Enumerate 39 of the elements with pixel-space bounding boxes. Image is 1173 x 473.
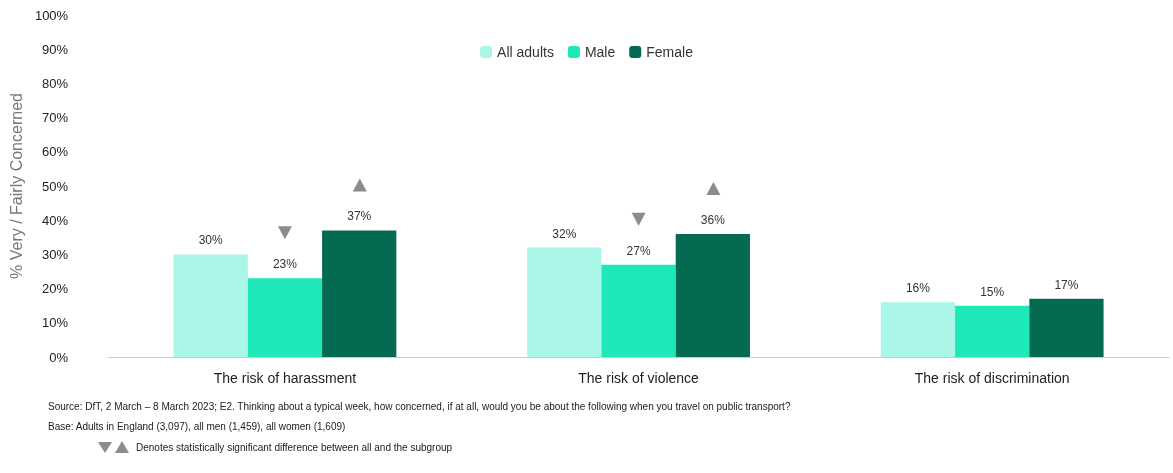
bar — [880, 302, 956, 357]
y-tick-label: 10% — [42, 315, 69, 331]
bar — [675, 233, 750, 357]
text: Denotes statistically significant difference between all and the subgroup — [136, 441, 453, 453]
y-tick-label: 50% — [42, 178, 69, 194]
data-label: 16% — [905, 281, 931, 296]
data-label: 15% — [980, 284, 1005, 299]
x-tick-label: The risk of harassment — [213, 370, 357, 386]
y-tick-label: 100% — [34, 7, 69, 23]
bar — [1029, 298, 1104, 357]
y-tick-label: 40% — [42, 212, 69, 228]
data-label: 17% — [1054, 277, 1079, 292]
y-tick-label: 20% — [42, 281, 69, 297]
bar — [322, 230, 397, 357]
data-label: 37% — [347, 209, 372, 224]
data-label: 32% — [552, 226, 577, 241]
legend-label: Male — [584, 44, 616, 60]
y-tick-label: 0% — [49, 349, 69, 365]
bar — [173, 254, 248, 357]
y-tick-label: 60% — [42, 144, 69, 160]
source-note: Source: DfT, 2 March – 8 March 2023; E2. Thinking about a typical week, how concerned, if at all, would you be about the following when you travel on public transport? — [48, 401, 792, 412]
bar — [527, 247, 602, 357]
data-label: 30% — [198, 233, 224, 248]
x-tick-label: The risk of discrimination — [914, 370, 1070, 386]
legend-label: All adults — [497, 44, 554, 60]
bar — [955, 305, 1030, 357]
y-tick-label: 90% — [42, 41, 69, 57]
data-label: 36% — [700, 212, 726, 227]
data-label: 27% — [626, 243, 651, 258]
y-tick-label: 30% — [42, 246, 69, 262]
text: Base: Adults in England (3,097), all men (1,459), all women (1,609) — [48, 421, 347, 432]
legend-label: Female — [646, 44, 694, 60]
bar — [247, 278, 323, 357]
y-tick-label: 70% — [42, 110, 69, 126]
x-tick-label: The risk of violence — [578, 370, 700, 386]
bar — [601, 264, 676, 357]
y-tick-label: 80% — [42, 75, 69, 91]
y-axis-title: % Very / Fairly Concerned — [7, 93, 25, 279]
data-label: 23% — [272, 257, 298, 272]
